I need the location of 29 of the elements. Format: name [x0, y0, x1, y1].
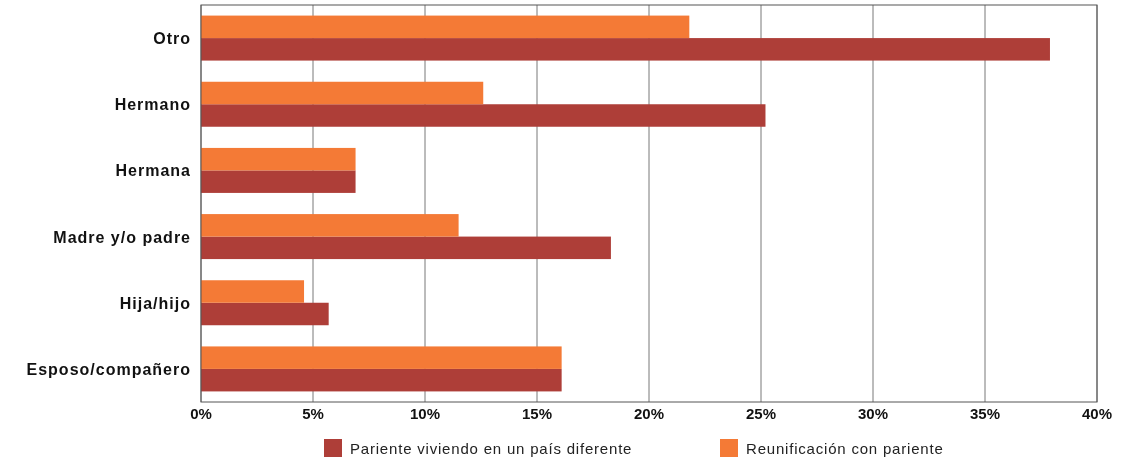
x-tick-label: 15% [521, 405, 553, 422]
x-tick-label: 20% [633, 405, 665, 422]
bar [201, 15, 690, 39]
bar [201, 280, 305, 303]
x-tick-label: 10% [409, 405, 441, 422]
bar [201, 236, 611, 260]
y-tick-label: Otro [153, 30, 191, 48]
bar [201, 346, 562, 369]
bar [201, 81, 484, 105]
bar [201, 368, 562, 392]
bar [201, 302, 329, 326]
legend-label: Pariente viviendo en un país diferente [350, 440, 633, 457]
x-tick-label: 35% [969, 405, 1001, 422]
legend-label: Reunificación con pariente [746, 440, 944, 457]
y-tick-label: Hermano [114, 96, 191, 114]
bar [201, 170, 356, 193]
y-tick-label: Madre y/o padre [53, 228, 191, 246]
x-tick-label: 40% [1081, 405, 1113, 422]
bar [201, 104, 766, 127]
x-tick-label: 25% [745, 405, 777, 422]
bar [201, 214, 459, 237]
x-tick-label: 0% [190, 405, 212, 422]
y-tick-label: Hermana [115, 162, 191, 180]
bar [201, 147, 356, 171]
x-tick-label: 30% [857, 405, 889, 422]
y-tick-label: Esposo/compañero [26, 360, 191, 378]
x-tick-label: 5% [302, 405, 324, 422]
y-tick-label: Hija/hijo [119, 294, 191, 312]
bar [201, 38, 1050, 61]
